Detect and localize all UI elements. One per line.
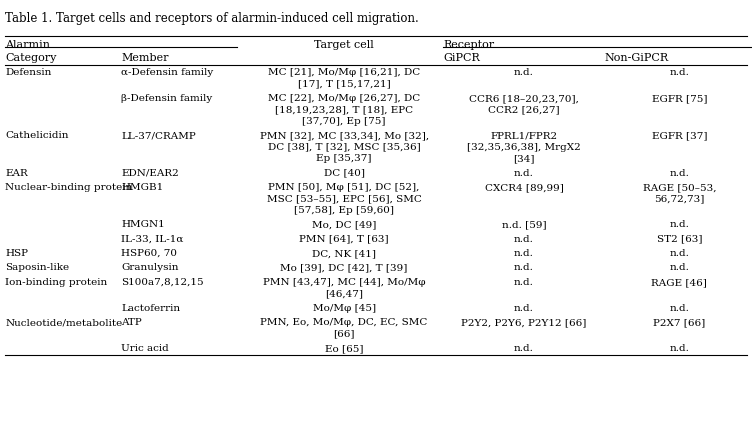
Text: Receptor: Receptor [444, 40, 495, 50]
Text: IL-33, IL-1α: IL-33, IL-1α [121, 235, 183, 244]
Text: Eo [65]: Eo [65] [325, 344, 363, 353]
Text: GiPCR: GiPCR [444, 53, 481, 63]
Text: [57,58], Ep [59,60]: [57,58], Ep [59,60] [294, 206, 394, 215]
Text: n.d.: n.d. [669, 249, 690, 258]
Text: n.d.: n.d. [514, 278, 534, 287]
Text: Cathelicidin: Cathelicidin [5, 131, 68, 140]
Text: Mo, DC [49]: Mo, DC [49] [312, 220, 376, 229]
Text: Non-GiPCR: Non-GiPCR [605, 53, 669, 63]
Text: DC [38], T [32], MSC [35,36]: DC [38], T [32], MSC [35,36] [268, 143, 420, 152]
Text: n.d.: n.d. [669, 344, 690, 353]
Text: Ep [35,37]: Ep [35,37] [317, 154, 372, 163]
Text: Target cell: Target cell [314, 40, 374, 50]
Text: n.d.: n.d. [669, 304, 690, 313]
Text: β-Defensin family: β-Defensin family [121, 94, 213, 103]
Text: [37,70], Ep [75]: [37,70], Ep [75] [302, 117, 386, 126]
Text: EDN/EAR2: EDN/EAR2 [121, 168, 179, 178]
Text: n.d.: n.d. [669, 68, 690, 77]
Text: α-Defensin family: α-Defensin family [121, 68, 214, 77]
Text: CXCR4 [89,99]: CXCR4 [89,99] [484, 183, 563, 192]
Text: n.d.: n.d. [514, 263, 534, 272]
Text: Lactoferrin: Lactoferrin [121, 304, 180, 313]
Text: FPRL1/FPR2: FPRL1/FPR2 [490, 131, 557, 140]
Text: PMN [32], MC [33,34], Mo [32],: PMN [32], MC [33,34], Mo [32], [259, 131, 429, 140]
Text: n.d.: n.d. [669, 220, 690, 229]
Text: n.d.: n.d. [514, 344, 534, 353]
Text: P2X7 [66]: P2X7 [66] [653, 318, 705, 327]
Text: [17], T [15,17,21]: [17], T [15,17,21] [298, 80, 390, 89]
Text: n.d.: n.d. [514, 304, 534, 313]
Text: Nuclear-binding protein: Nuclear-binding protein [5, 183, 132, 192]
Text: n.d.: n.d. [514, 235, 534, 244]
Text: Ion-binding protein: Ion-binding protein [5, 278, 108, 287]
Text: n.d.: n.d. [514, 168, 534, 178]
Text: Defensin: Defensin [5, 68, 51, 77]
Text: [34]: [34] [513, 154, 535, 163]
Text: n.d. [59]: n.d. [59] [502, 220, 546, 229]
Text: Uric acid: Uric acid [121, 344, 169, 353]
Text: PMN [64], T [63]: PMN [64], T [63] [299, 235, 389, 244]
Text: Granulysin: Granulysin [121, 263, 179, 272]
Text: MC [22], Mo/Mφ [26,27], DC: MC [22], Mo/Mφ [26,27], DC [268, 94, 420, 103]
Text: EAR: EAR [5, 168, 28, 178]
Text: HSP: HSP [5, 249, 28, 258]
Text: DC, NK [41]: DC, NK [41] [312, 249, 376, 258]
Text: Saposin-like: Saposin-like [5, 263, 69, 272]
Text: MC [21], Mo/Mφ [16,21], DC: MC [21], Mo/Mφ [16,21], DC [268, 68, 420, 77]
Text: HMGN1: HMGN1 [121, 220, 165, 229]
Text: [18,19,23,28], T [18], EPC: [18,19,23,28], T [18], EPC [275, 106, 413, 114]
Text: PMN [43,47], MC [44], Mo/Mφ: PMN [43,47], MC [44], Mo/Mφ [263, 278, 426, 287]
Text: EGFR [37]: EGFR [37] [652, 131, 707, 140]
Text: MSC [53–55], EPC [56], SMC: MSC [53–55], EPC [56], SMC [267, 194, 422, 204]
Text: ST2 [63]: ST2 [63] [656, 235, 702, 244]
Text: n.d.: n.d. [669, 263, 690, 272]
Text: n.d.: n.d. [514, 68, 534, 77]
Text: DC [40]: DC [40] [323, 168, 365, 178]
Text: Category: Category [5, 53, 56, 63]
Text: [46,47]: [46,47] [325, 289, 363, 298]
Text: PMN, Eo, Mo/Mφ, DC, EC, SMC: PMN, Eo, Mo/Mφ, DC, EC, SMC [260, 318, 428, 327]
Text: ATP: ATP [121, 318, 142, 327]
Text: HSP60, 70: HSP60, 70 [121, 249, 177, 258]
Text: EGFR [75]: EGFR [75] [652, 94, 707, 103]
Text: Alarmin: Alarmin [5, 40, 50, 50]
Text: Member: Member [121, 53, 168, 63]
Text: n.d.: n.d. [669, 168, 690, 178]
Text: [32,35,36,38], MrgX2: [32,35,36,38], MrgX2 [467, 143, 581, 152]
Text: HMGB1: HMGB1 [121, 183, 163, 192]
Text: Table 1. Target cells and receptors of alarmin-induced cell migration.: Table 1. Target cells and receptors of a… [5, 12, 419, 25]
Text: RAGE [50–53,: RAGE [50–53, [643, 183, 716, 192]
Text: CCR2 [26,27]: CCR2 [26,27] [488, 106, 559, 114]
Text: 56,72,73]: 56,72,73] [654, 194, 705, 204]
Text: RAGE [46]: RAGE [46] [651, 278, 708, 287]
Text: n.d.: n.d. [514, 249, 534, 258]
Text: Mo [39], DC [42], T [39]: Mo [39], DC [42], T [39] [280, 263, 408, 272]
Text: Nucleotide/metabolite: Nucleotide/metabolite [5, 318, 123, 327]
Text: Mo/Mφ [45]: Mo/Mφ [45] [313, 304, 376, 313]
Text: LL-37/CRAMP: LL-37/CRAMP [121, 131, 196, 140]
Text: PMN [50], Mφ [51], DC [52],: PMN [50], Mφ [51], DC [52], [268, 183, 420, 192]
Text: [66]: [66] [333, 330, 355, 339]
Text: P2Y2, P2Y6, P2Y12 [66]: P2Y2, P2Y6, P2Y12 [66] [461, 318, 587, 327]
Text: S100a7,8,12,15: S100a7,8,12,15 [121, 278, 204, 287]
Text: CCR6 [18–20,23,70],: CCR6 [18–20,23,70], [469, 94, 579, 103]
